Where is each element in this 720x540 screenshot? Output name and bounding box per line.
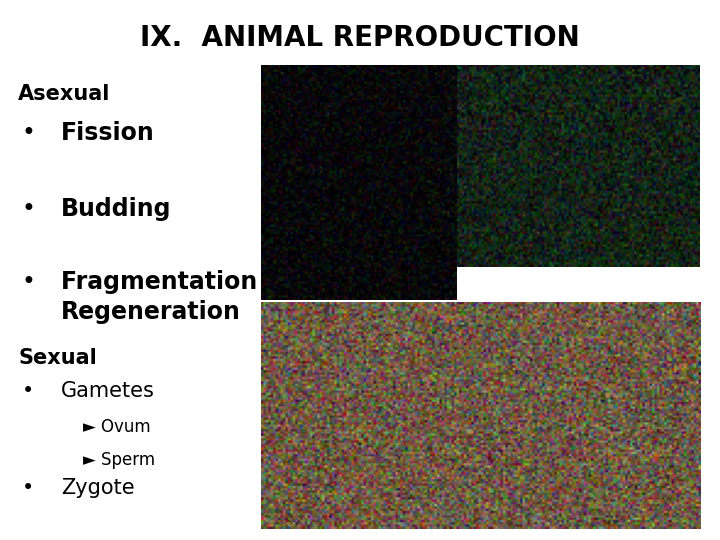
- Text: •: •: [22, 478, 34, 498]
- Text: Asexual: Asexual: [18, 84, 110, 104]
- Text: ► Ovum: ► Ovum: [83, 418, 150, 436]
- Text: Fragmentation +
Regeneration: Fragmentation + Regeneration: [61, 270, 285, 323]
- Text: IX.  ANIMAL REPRODUCTION: IX. ANIMAL REPRODUCTION: [140, 24, 580, 52]
- Text: •: •: [22, 122, 35, 145]
- Text: Zygote: Zygote: [61, 478, 135, 498]
- Text: •: •: [22, 197, 35, 221]
- Text: •: •: [22, 270, 35, 294]
- Text: ► Sperm: ► Sperm: [83, 451, 155, 469]
- Text: Fission: Fission: [61, 122, 155, 145]
- Text: Gametes: Gametes: [61, 381, 155, 401]
- Text: •: •: [22, 381, 34, 401]
- Text: Sexual: Sexual: [18, 348, 96, 368]
- Text: Budding: Budding: [61, 197, 171, 221]
